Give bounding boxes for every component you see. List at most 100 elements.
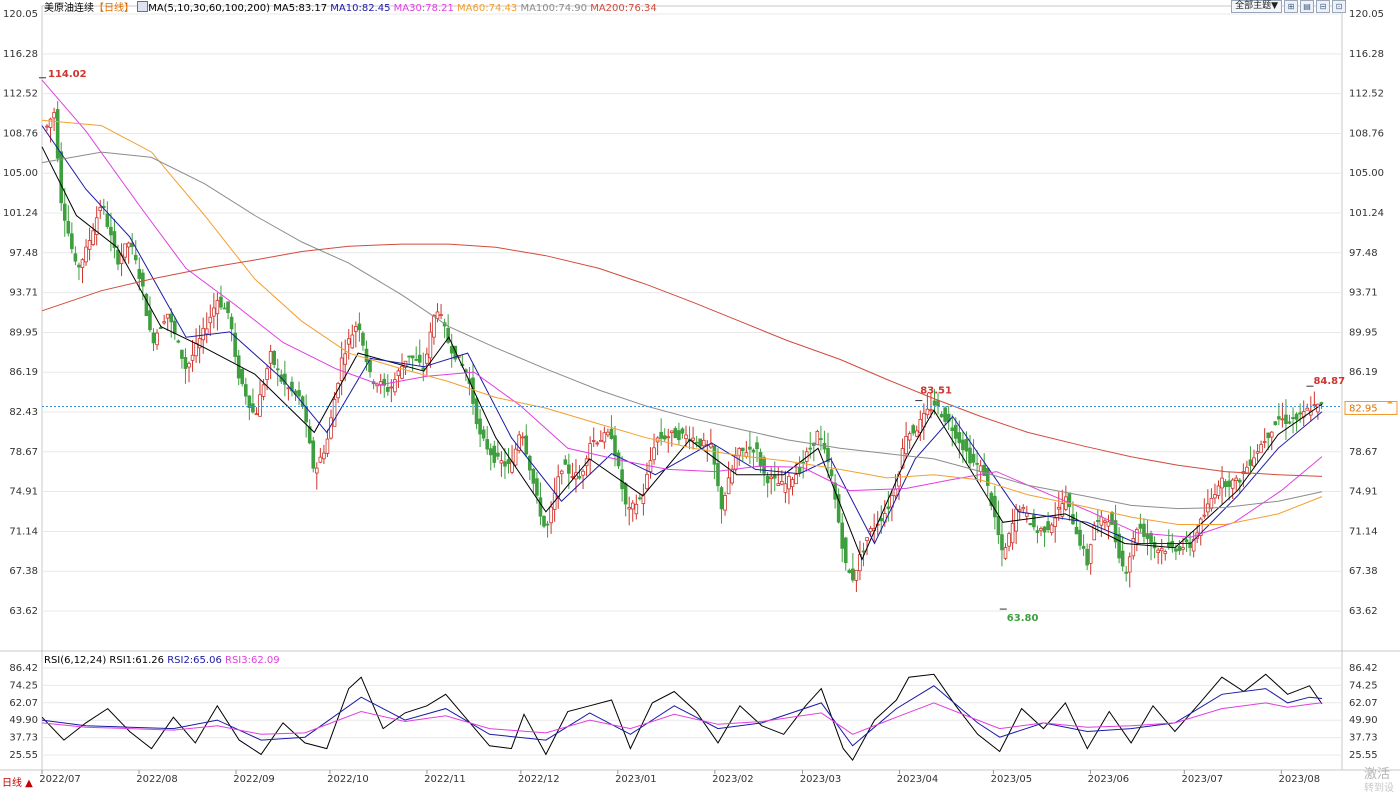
candle-body [1255,451,1260,454]
chart-toolbar: 全部主题▼ ⊞ ▤ ⊟ ⊡ [1231,0,1346,13]
candle-body [538,497,543,517]
candle-body [1103,520,1107,523]
candle-body [80,259,85,268]
theme-select-button[interactable]: 全部主题▼ [1231,0,1282,13]
candle-body [1078,529,1082,546]
price-tick-left: 89.95 [9,327,38,338]
rsi-layer [41,673,1323,761]
price-tick-left: 82.43 [9,407,38,418]
candle-body [783,483,788,493]
candle-body [194,342,198,357]
candle-body [183,357,188,369]
candle-body [968,447,972,464]
candle-body [606,431,610,436]
candle-body [549,506,553,524]
split-icon[interactable]: ⊟ [1316,0,1330,13]
candle-body [716,462,720,487]
ma10-value: MA10:82.45 [330,3,391,14]
ma-toggle-icon[interactable] [137,1,149,12]
candle-body [1298,412,1302,415]
candle-body [343,353,347,365]
rsi-tick-right: 37.73 [1349,733,1378,744]
candle-body [73,253,78,262]
candle-body [492,445,497,463]
expand-icon[interactable]: ⊞ [1284,0,1298,13]
candle-body [1135,529,1139,544]
axes-layer: 120.05 120.05 116.28 116.28 112.52 112.52 108.… [3,9,1384,785]
candle-body [1106,521,1111,527]
candle-body [723,495,727,511]
candle-body [432,315,436,338]
candle-body [275,368,280,371]
main-chart-header: 美原油连续【日线】 MA(5,10,30,60,100,200) MA5:83.… [44,1,657,15]
candle-body [449,346,454,354]
candle-body [627,506,631,510]
date-tick-label: 2022/07 [39,774,81,785]
candle-body [1294,413,1299,420]
candle-body [1046,521,1050,531]
candle-body [481,429,486,439]
candle-body [691,437,695,441]
candle-body [187,362,191,368]
last-price-label: 82.95 [1349,403,1378,414]
candle-body [609,428,614,439]
candle-body [1152,541,1157,549]
candle-body [954,424,958,439]
ma-line-ma60 [41,119,1323,525]
ma200-value: MA200:76.34 [590,3,657,14]
date-tick-label: 2023/05 [991,774,1033,785]
candle-body [1287,421,1292,424]
candle-body [1312,404,1317,407]
candle-body [1060,503,1065,517]
candle-body [684,434,688,439]
candle-body [1262,441,1267,443]
candle-body [623,483,628,505]
ma100-value: MA100:74.90 [520,3,587,14]
candle-body [581,470,585,476]
candle-body [70,233,74,250]
candle-body [677,430,681,441]
price-tick-left: 112.52 [3,89,38,100]
candle-body [907,433,912,441]
candle-body [251,403,255,413]
candle-body [1120,550,1125,567]
candle-body [55,109,60,159]
candle-body [407,355,411,358]
candle-body [996,515,1001,536]
candle-body [243,384,248,397]
candle-body [993,495,997,518]
candle-body [314,467,319,474]
candle-body [602,432,607,443]
candle-body [474,398,479,425]
candle-body [893,488,898,497]
candle-body [826,447,830,463]
candle-body [1124,571,1129,574]
candle-body [1181,547,1185,550]
candle-body [765,475,770,484]
candle-body [268,350,273,364]
candle-body [1081,545,1086,549]
candle-body [1039,528,1043,531]
candle-body [98,206,103,211]
candle-body [982,464,986,476]
candle-body [1252,457,1256,467]
period-toggle-button[interactable]: 日线 ▲ [2,778,33,789]
candle-body [758,451,763,466]
candle-body [201,327,206,341]
candle-body [1071,514,1075,525]
date-tick-label: 2023/04 [897,774,939,785]
candle-body [1273,421,1278,426]
candle-body [670,430,674,434]
candle-body [950,427,955,432]
fullscreen-icon[interactable]: ⊡ [1332,0,1346,13]
candle-body [1163,551,1168,554]
candle-body [325,438,330,454]
layout-icon[interactable]: ▤ [1300,0,1314,13]
candle-body [978,465,983,472]
candle-body [1099,516,1104,526]
activation-watermark-sub: 转到设 [1364,783,1394,794]
candle-body [577,476,582,479]
candle-body [815,431,820,445]
candle-body [116,249,120,265]
